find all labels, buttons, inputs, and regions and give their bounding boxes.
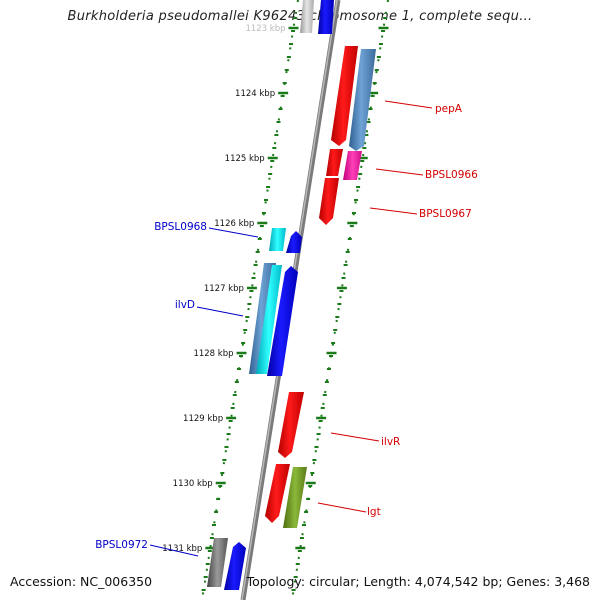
gene-label-BPSL0968[interactable]: BPSL0968: [154, 221, 207, 233]
ruler-labels: 1123 kbp 1124 kbp 1125 kbp 1126 kbp 1127 kbp…: [162, 24, 285, 554]
gene-BPSL0966[interactable]: [343, 151, 362, 180]
gene-label-BPSL0972[interactable]: BPSL0972: [95, 539, 148, 551]
tick-label: 1125 kbp: [225, 154, 265, 164]
map-title: Burkholderia pseudomallei K96243 chromos…: [67, 9, 533, 24]
gene-BPSL0972[interactable]: [207, 538, 228, 587]
gene-label-ilvR[interactable]: ilvR: [381, 436, 400, 448]
gene-label-pepA[interactable]: pepA: [435, 103, 463, 115]
gene-red-1[interactable]: [331, 46, 358, 146]
tick-label: 1124 kbp: [235, 89, 275, 99]
gene-BPSL0968[interactable]: [269, 228, 286, 251]
gene-blue-3[interactable]: [224, 542, 246, 590]
gene-label-ilvD[interactable]: ilvD: [175, 299, 195, 311]
tick-label: 1131 kbp: [162, 544, 202, 554]
label-leaders: [149, 100, 433, 557]
accession-text: Accession: NC_006350: [10, 574, 153, 589]
gene-label-BPSL0966[interactable]: BPSL0966: [425, 169, 478, 181]
gene-lgt[interactable]: [283, 467, 307, 528]
gene-blue-1[interactable]: [286, 231, 302, 253]
gene-red-2[interactable]: [326, 149, 343, 176]
gene-BPSL0967[interactable]: [319, 178, 339, 225]
gene-top-blue[interactable]: [318, 0, 334, 34]
gene-label-lgt[interactable]: lgt: [367, 506, 381, 518]
gene-pepA[interactable]: [349, 49, 376, 151]
gene-labels: pepA BPSL0966 BPSL0967 BPSL0968 ilvD ilvR lgt B…: [95, 103, 478, 551]
gene-red-3[interactable]: [265, 464, 290, 523]
gene-blue-2[interactable]: [267, 266, 298, 376]
tick-label: 1126 kbp: [214, 219, 254, 229]
tick-label: 1123 kbp: [245, 24, 285, 34]
genes: [207, 0, 376, 590]
tick-label: 1130 kbp: [173, 479, 213, 489]
topology-text: Topology: circular; Length: 4,074,542 bp…: [246, 574, 590, 589]
tick-label: 1128 kbp: [193, 349, 233, 359]
gene-ilvD-cyan[interactable]: [256, 265, 282, 374]
gene-top-light[interactable]: [300, 0, 314, 33]
tick-label: 1129 kbp: [183, 414, 223, 424]
tick-label: 1127 kbp: [204, 284, 244, 294]
gene-ilvR[interactable]: [278, 392, 304, 458]
gene-label-BPSL0967[interactable]: BPSL0967: [419, 208, 472, 220]
